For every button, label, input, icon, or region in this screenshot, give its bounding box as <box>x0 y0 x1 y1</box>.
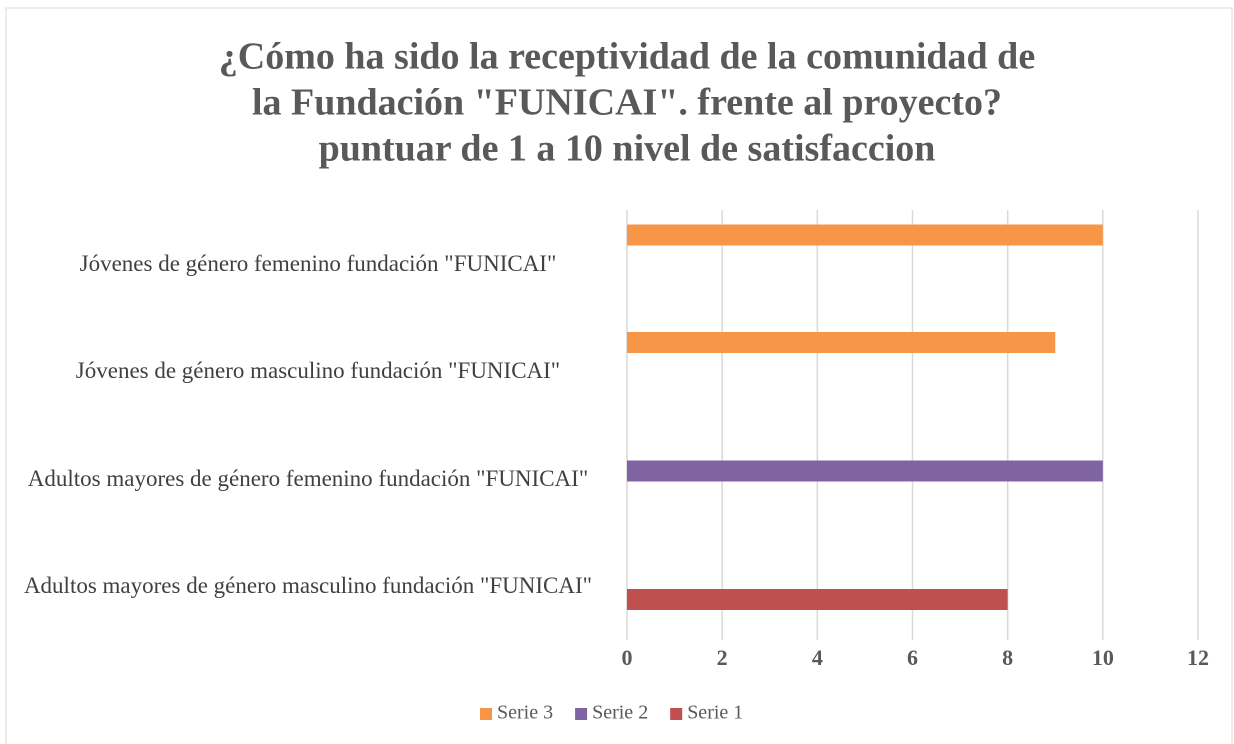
chart-title: puntuar de 1 a 10 nivel de satisfaccion <box>319 128 936 170</box>
chart-border <box>5 7 1233 744</box>
y-tick-label: Adultos mayores de género masculino fund… <box>23 573 593 599</box>
legend-swatch <box>480 708 492 720</box>
x-tick-label: 10 <box>1092 645 1114 670</box>
bar <box>627 589 1008 610</box>
x-tick-label: 2 <box>717 645 728 670</box>
x-tick-label: 0 <box>622 645 633 670</box>
y-tick-label: Adultos mayores de género femenino funda… <box>27 465 589 491</box>
y-tick-label: Jóvenes de género femenino fundación "FU… <box>79 250 557 276</box>
legend-label: Serie 1 <box>687 702 743 724</box>
bar <box>627 224 1103 246</box>
bar <box>627 460 1103 482</box>
bar <box>627 332 1056 353</box>
legend-swatch <box>575 708 588 720</box>
chart-title: la Fundación "FUNICAI". frente al proyec… <box>252 82 1002 124</box>
x-tick-label: 12 <box>1187 645 1209 670</box>
legend-swatch <box>670 708 683 720</box>
legend-label: Serie 3 <box>497 702 553 724</box>
x-tick-label: 6 <box>907 645 918 670</box>
y-tick-label: Jóvenes de género masculino fundación "F… <box>75 358 561 384</box>
legend-label: Serie 2 <box>592 702 648 724</box>
x-tick-label: 4 <box>812 645 823 670</box>
x-tick-label: 8 <box>1002 645 1013 670</box>
chart-title: ¿Cómo ha sido la receptividad de la comu… <box>219 36 1035 78</box>
